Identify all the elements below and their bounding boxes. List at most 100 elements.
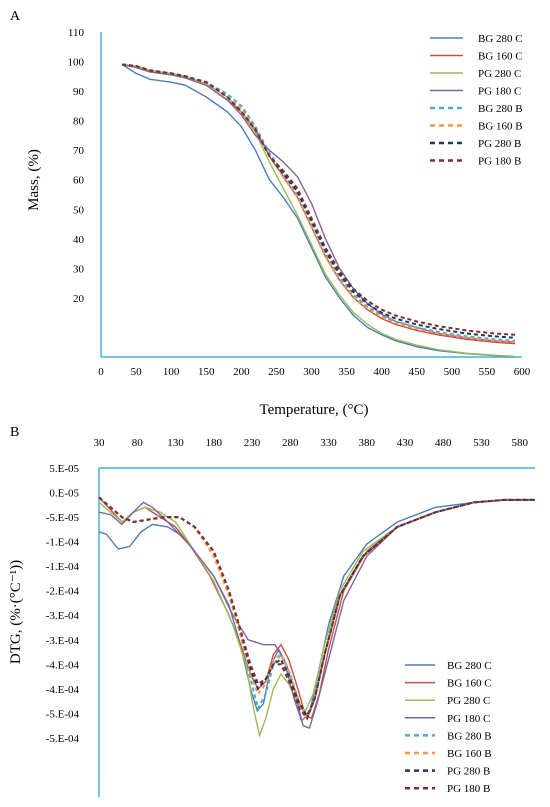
panel-a-x-tick: 100 (163, 366, 180, 378)
panel-b-y-tick: -1.E-04 (46, 561, 80, 573)
panel-a-legend: BG 280 C BG 160 C PG 280 C PG 180 C BG 280 B… (430, 33, 523, 168)
panel-a-legend-item: BG 160 B (430, 121, 523, 133)
panel-b-legend-item: PG 180 B (405, 783, 490, 795)
panel-b-legend-item: PG 180 C (405, 713, 490, 725)
panel-a-series-pg-180-c (121, 63, 516, 343)
panel-b-legend-label: BG 160 C (447, 678, 492, 690)
panel-b-y-tick: -5.E-05 (46, 512, 80, 524)
panel-a-x-tick: 200 (233, 366, 250, 378)
panel-b-y-tick: -5.E-04 (46, 708, 80, 720)
panel-b-y-tick: -3.E-04 (46, 610, 80, 622)
panel-a-legend-label: PG 180 C (478, 86, 521, 98)
panel-b-y-axis-title: DTG, (%·(°C⁻¹)) (8, 560, 24, 664)
panel-a-x-axis-title: Temperature, (°C) (259, 402, 368, 418)
panel-b-legend-item: BG 160 C (405, 678, 492, 690)
panel-b-y-tick: 5.E-05 (49, 463, 79, 475)
panel-a-y-tick: 20 (73, 293, 85, 305)
panel-b-x-tick: 180 (205, 437, 222, 449)
panel-a-legend-item: PG 280 B (430, 138, 521, 150)
panel-b-series-pg-180-c (98, 499, 535, 730)
panel-b-legend-item: BG 280 B (405, 730, 492, 742)
panel-b-legend-label: PG 280 C (447, 695, 490, 707)
panel-b-legend-label: BG 160 B (447, 748, 492, 760)
panel-b-y-tick: -2.E-04 (46, 586, 80, 598)
panel-b-legend: BG 280 C BG 160 C PG 280 C PG 180 C BG 280 B… (405, 660, 492, 795)
panel-a-y-tick: 50 (73, 204, 85, 216)
panel-a-legend-item: PG 180 C (430, 86, 521, 98)
panel-b-y-tick: -5.E-04 (46, 733, 80, 745)
panel-a-y-tick: 80 (73, 116, 85, 128)
panel-b-legend-label: BG 280 C (447, 660, 492, 672)
panel-a-series-pg-180-b (121, 63, 516, 336)
panel-a-legend-item: PG 280 C (430, 68, 521, 80)
panel-b-legend-item: PG 280 C (405, 695, 490, 707)
panel-a-x-tick: 400 (373, 366, 390, 378)
panel-a-mass-chart: A 0 50 100 150 200 250 300 350 400 450 500 550 600 2… (10, 9, 531, 418)
panel-b-x-tick: 380 (358, 437, 375, 449)
panel-a-series-pg-280-c (121, 63, 516, 358)
panel-a-legend-item: BG 280 C (430, 33, 523, 45)
panel-b-y-tick-labels: 5.E-05 0.E-05 -5.E-05 -1.E-04 -1.E-04 -2.E-04… (46, 463, 80, 745)
panel-a-y-tick: 70 (73, 145, 85, 157)
panel-b-x-tick: 230 (244, 437, 261, 449)
panel-a-x-tick: 150 (198, 366, 215, 378)
panel-a-series-bg-160-c (121, 63, 516, 345)
panel-b-x-tick: 580 (511, 437, 528, 449)
panel-a-y-tick: 40 (73, 234, 85, 246)
panel-b-y-tick: -1.E-04 (46, 537, 80, 549)
panel-a-legend-label: BG 280 C (478, 33, 523, 45)
panel-b-y-tick: -4.E-04 (46, 659, 80, 671)
panel-b-y-tick: 0.E-05 (49, 488, 79, 500)
panel-a-x-tick-labels: 0 50 100 150 200 250 300 350 400 450 500 550 600 (98, 366, 531, 378)
panel-a-legend-label: BG 280 B (478, 103, 523, 115)
panel-a-legend-label: PG 280 B (478, 138, 521, 150)
panel-b-legend-item: PG 280 B (405, 766, 490, 778)
panel-b-x-tick: 280 (282, 437, 299, 449)
panel-a-x-tick: 500 (444, 366, 461, 378)
panel-a-x-tick: 450 (409, 366, 426, 378)
panel-b-legend-label: BG 280 B (447, 730, 492, 742)
panel-b-x-tick: 480 (435, 437, 452, 449)
panel-b-legend-item: BG 160 B (405, 748, 492, 760)
panel-a-y-tick: 100 (68, 57, 85, 69)
panel-b-x-tick-labels: 30 80 130 180 230 280 330 380 430 480 530 580 (94, 437, 529, 449)
panel-a-x-tick: 50 (131, 366, 143, 378)
panel-a-series-bg-280-c (121, 63, 516, 358)
panel-a-y-tick: 90 (73, 86, 85, 98)
panel-a-x-tick: 350 (338, 366, 355, 378)
panel-b-x-tick: 30 (94, 437, 106, 449)
panel-a-y-tick: 110 (68, 27, 85, 39)
panel-a-y-tick: 30 (73, 263, 85, 275)
panel-b-legend-label: PG 280 B (447, 766, 490, 778)
panel-b-x-tick: 430 (397, 437, 414, 449)
panel-a-series-bg-280-b (121, 63, 516, 342)
panel-a-legend-label: PG 280 C (478, 68, 521, 80)
panel-b-dtg-chart: B 30 80 130 180 230 280 330 380 430 480 530 580 5.E… (8, 425, 535, 797)
panel-a-y-tick-labels: 20 30 40 50 60 70 80 90 100 110 (68, 27, 85, 305)
panel-b-x-tick: 530 (473, 437, 490, 449)
panel-b-series-pg-280-c (98, 499, 535, 738)
panel-a-legend-item: BG 280 B (430, 103, 523, 115)
panel-b-legend-label: PG 180 B (447, 783, 490, 795)
panel-a-plot-area (100, 32, 522, 358)
panel-b-x-tick: 130 (167, 437, 184, 449)
panel-a-series-pg-280-b (121, 63, 516, 339)
panel-a-legend-label: BG 160 B (478, 121, 523, 133)
panel-a-series-bg-160-b (121, 63, 516, 344)
panel-b-label: B (10, 425, 19, 440)
panel-a-legend-label: BG 160 C (478, 51, 523, 63)
panel-b-x-tick: 330 (320, 437, 337, 449)
panel-b-legend-label: PG 180 C (447, 713, 490, 725)
panel-b-y-tick: -3.E-04 (46, 635, 80, 647)
panel-a-x-tick: 300 (303, 366, 320, 378)
panel-a-x-tick: 250 (268, 366, 285, 378)
panel-a-x-tick: 600 (514, 366, 531, 378)
panel-a-x-tick: 550 (479, 366, 496, 378)
panel-a-legend-item: PG 180 B (430, 156, 521, 168)
panel-b-series-pg-180-b (98, 496, 535, 721)
panel-a-y-tick: 60 (73, 175, 85, 187)
panel-a-legend-item: BG 160 C (430, 51, 523, 63)
panel-a-label: A (10, 9, 21, 24)
panel-b-legend-item: BG 280 C (405, 660, 492, 672)
